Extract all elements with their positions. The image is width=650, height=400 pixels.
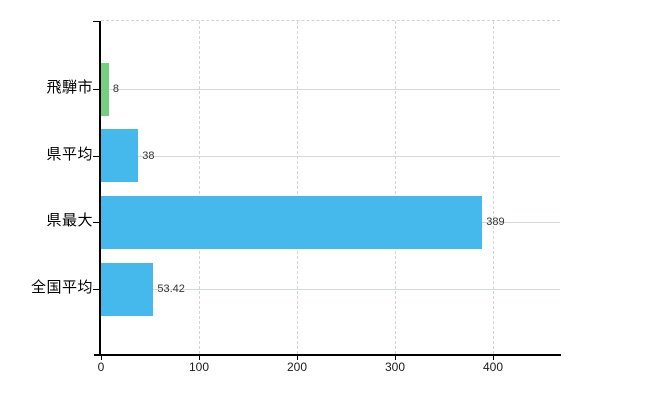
y-axis-tick-row-1 bbox=[93, 155, 99, 157]
h-gridline-row-3 bbox=[101, 289, 560, 290]
x-tick-label-0: 0 bbox=[97, 360, 105, 374]
plot-area: 0 100 200 300 400 8 38 389 53.42 bbox=[93, 20, 561, 374]
bar-2 bbox=[101, 195, 483, 249]
x-axis-tick-200 bbox=[297, 356, 298, 360]
x-tick-label-100: 100 bbox=[188, 360, 210, 374]
bar-value-label-2: 389 bbox=[486, 216, 505, 229]
x-axis-tick-300 bbox=[395, 356, 396, 360]
bar-value-label-3: 53.42 bbox=[157, 283, 185, 295]
x-tick-label-300: 300 bbox=[384, 360, 406, 374]
h-gridline-row-1 bbox=[101, 155, 560, 157]
x-tick-label-400: 400 bbox=[482, 360, 504, 374]
v-gridline-300 bbox=[395, 21, 396, 354]
bar-value-label-1: 38 bbox=[142, 149, 155, 162]
y-axis-tick-row-2 bbox=[93, 222, 99, 224]
y-axis-tick-row-0 bbox=[93, 89, 99, 90]
y-axis-line bbox=[99, 21, 101, 355]
v-gridline-200 bbox=[297, 21, 298, 354]
x-axis-tick-400 bbox=[493, 356, 494, 360]
y-axis-tick-row-3 bbox=[93, 289, 99, 290]
bar-3 bbox=[101, 262, 154, 316]
x-axis-tick-100 bbox=[199, 356, 200, 360]
bar-1 bbox=[101, 129, 139, 183]
v-gridline-100 bbox=[199, 21, 200, 354]
bar-0 bbox=[101, 62, 109, 116]
v-gridline-400 bbox=[493, 21, 494, 354]
category-label-0: 飛騨市 bbox=[46, 79, 93, 96]
category-label-3: 全国平均 bbox=[30, 279, 93, 296]
x-tick-label-200: 200 bbox=[286, 360, 308, 374]
x-axis-line bbox=[94, 354, 561, 356]
y-axis-tick-top bbox=[93, 21, 99, 22]
category-label-1: 県平均 bbox=[46, 145, 93, 163]
bar-value-label-0: 8 bbox=[112, 83, 119, 95]
category-label-2: 県最大 bbox=[46, 212, 93, 230]
x-axis-tick-0 bbox=[101, 356, 102, 360]
h-gridline-row-0 bbox=[101, 89, 560, 90]
